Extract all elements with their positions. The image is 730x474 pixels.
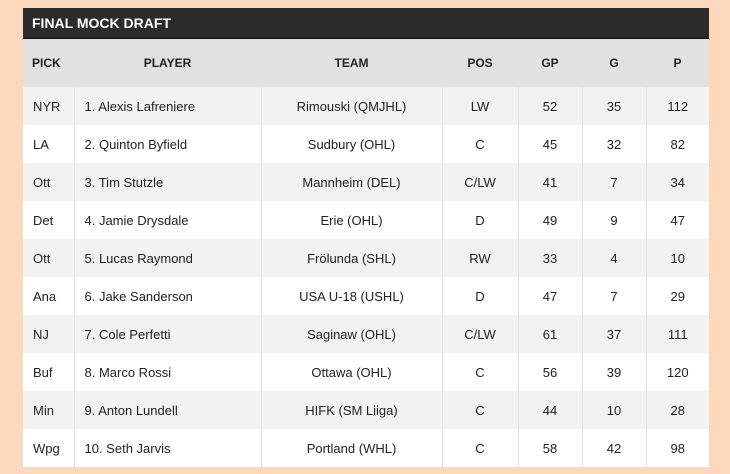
cell-p: 82: [670, 136, 685, 152]
table-row: NJ 7. Cole Perfetti Saginaw (OHL) C/LW 6…: [23, 315, 709, 353]
header-player: PLAYER: [143, 56, 192, 70]
cell-player: 10. Seth Jarvis: [74, 429, 262, 467]
table-row: Det 4. Jamie Drysdale Erie (OHL) D 49 9 …: [23, 201, 709, 239]
cell-team: Rimouski (QMJHL): [261, 87, 443, 125]
cell-pick: Ott: [23, 163, 75, 201]
table-row: Min 9. Anton Lundell HIFK (SM Liiga) C 4…: [23, 391, 709, 429]
cell-pos: C/LW: [442, 315, 519, 353]
cell-pick: Buf: [23, 353, 75, 391]
cell-pos: LW: [442, 87, 519, 125]
cell-team: Saginaw (OHL): [261, 315, 443, 353]
cell-p: 47: [670, 212, 685, 228]
cell-g: 7: [582, 277, 647, 315]
cell-player: 7. Cole Perfetti: [74, 315, 262, 353]
cell-team: USA U-18 (USHL): [261, 277, 443, 315]
cell-pick: LA: [23, 125, 75, 163]
cell-p: 29: [670, 288, 685, 304]
cell-g: 9: [582, 201, 647, 239]
cell-team: HIFK (SM Liiga): [261, 391, 443, 429]
cell-p: 112: [667, 98, 689, 114]
cell-p: 34: [670, 174, 685, 190]
header-team: TEAM: [334, 56, 369, 70]
cell-pos: C: [442, 125, 519, 163]
cell-pick: Det: [23, 201, 75, 239]
cell-player: 6. Jake Sanderson: [74, 277, 262, 315]
cell-team: Portland (WHL): [261, 429, 443, 467]
cell-p: 120: [666, 364, 689, 380]
cell-gp: 56: [518, 353, 583, 391]
cell-player: 9. Anton Lundell: [74, 391, 262, 429]
header-gp: GP: [541, 56, 559, 70]
table-row: Ott 3. Tim Stutzle Mannheim (DEL) C/LW 4…: [23, 163, 709, 201]
cell-p: 98: [670, 440, 685, 456]
cell-g: 37: [582, 315, 647, 353]
cell-gp: 33: [518, 239, 583, 277]
cell-g: 42: [582, 429, 647, 467]
cell-gp: 52: [518, 87, 583, 125]
cell-gp: 58: [518, 429, 583, 467]
cell-team: Frölunda (SHL): [261, 239, 443, 277]
cell-pos: RW: [442, 239, 519, 277]
table-row: Wpg 10. Seth Jarvis Portland (WHL) C 58 …: [23, 429, 709, 467]
cell-pos: C: [442, 391, 519, 429]
cell-player: 3. Tim Stutzle: [74, 163, 262, 201]
cell-team: Ottawa (OHL): [261, 353, 443, 391]
table-row: Buf 8. Marco Rossi Ottawa (OHL) C 56 39 …: [23, 353, 709, 391]
cell-pick: Ana: [23, 277, 75, 315]
cell-gp: 41: [518, 163, 583, 201]
cell-team: Erie (OHL): [261, 201, 443, 239]
cell-pick: Wpg: [23, 429, 75, 467]
table-header-row: PICK PLAYER TEAM POS GP G P: [23, 39, 709, 87]
cell-player: 8. Marco Rossi: [74, 353, 262, 391]
cell-p: 10: [670, 250, 685, 266]
mock-draft-panel: FINAL MOCK DRAFT PICK PLAYER TEAM POS GP…: [23, 8, 709, 467]
header-pos: POS: [467, 56, 493, 70]
cell-team: Sudbury (OHL): [261, 125, 443, 163]
cell-g: 7: [582, 163, 647, 201]
header-g: G: [609, 56, 619, 70]
header-pick: PICK: [32, 56, 61, 70]
table-row: NYR 1. Alexis Lafreniere Rimouski (QMJHL…: [23, 87, 709, 125]
cell-pos: D: [442, 277, 519, 315]
cell-player: 1. Alexis Lafreniere: [74, 87, 262, 125]
cell-gp: 45: [518, 125, 583, 163]
table-title: FINAL MOCK DRAFT: [23, 8, 709, 39]
cell-g: 4: [582, 239, 647, 277]
mock-draft-table: PICK PLAYER TEAM POS GP G P NYR 1. Alexi…: [23, 39, 709, 467]
cell-g: 32: [582, 125, 647, 163]
table-row: LA 2. Quinton Byfield Sudbury (OHL) C 45…: [23, 125, 709, 163]
cell-player: 5. Lucas Raymond: [74, 239, 262, 277]
table-row: Ott 5. Lucas Raymond Frölunda (SHL) RW 3…: [23, 239, 709, 277]
cell-pick: NJ: [23, 315, 75, 353]
cell-pick: Min: [23, 391, 75, 429]
cell-player: 2. Quinton Byfield: [74, 125, 262, 163]
cell-gp: 44: [518, 391, 583, 429]
cell-g: 35: [582, 87, 647, 125]
cell-gp: 61: [518, 315, 583, 353]
cell-gp: 49: [518, 201, 583, 239]
cell-pick: Ott: [23, 239, 75, 277]
cell-pos: C: [442, 429, 519, 467]
cell-pos: C/LW: [442, 163, 519, 201]
table-row: Ana 6. Jake Sanderson USA U-18 (USHL) D …: [23, 277, 709, 315]
cell-pos: D: [442, 201, 519, 239]
cell-g: 39: [582, 353, 647, 391]
cell-pos: C: [442, 353, 519, 391]
cell-p: 28: [670, 402, 685, 418]
header-p: P: [673, 56, 682, 70]
cell-team: Mannheim (DEL): [261, 163, 443, 201]
cell-p: 111: [667, 326, 688, 342]
cell-g: 10: [582, 391, 647, 429]
cell-pick: NYR: [23, 87, 75, 125]
cell-player: 4. Jamie Drysdale: [74, 201, 262, 239]
cell-gp: 47: [518, 277, 583, 315]
